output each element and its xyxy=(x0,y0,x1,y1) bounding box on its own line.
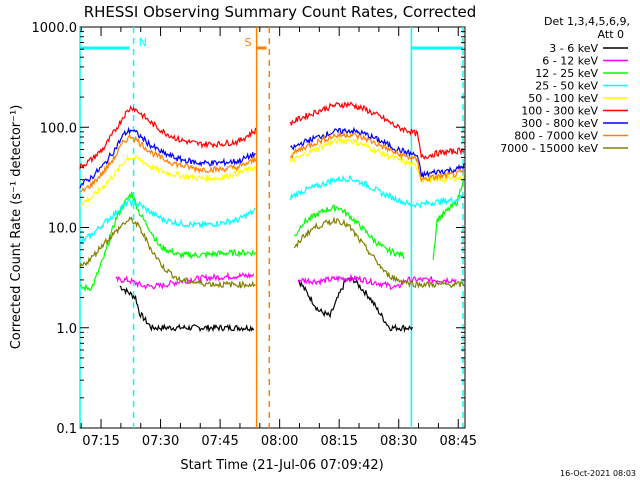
chart-title: RHESSI Observing Summary Count Rates, Co… xyxy=(84,3,477,21)
legend-label: 25 - 50 keV xyxy=(535,80,598,93)
series-line-6 xyxy=(79,101,465,170)
series-line-9 xyxy=(79,216,465,290)
annotation-label: S xyxy=(245,36,252,49)
legend-label: 12 - 25 keV xyxy=(535,67,598,80)
series-line-8 xyxy=(79,131,465,193)
x-tick-label: 07:30 xyxy=(142,434,179,449)
series-line-3 xyxy=(79,174,465,293)
x-tick-label: 08:15 xyxy=(320,434,357,449)
legend-label: 100 - 300 keV xyxy=(521,105,598,118)
legend-label: 800 - 7000 keV xyxy=(514,130,598,143)
legend-label: 6 - 12 keV xyxy=(542,55,598,68)
legend-header-line-1: Det 1,3,4,5,6,9, xyxy=(544,15,630,28)
series-line-5 xyxy=(79,136,465,207)
x-tick-label: 08:45 xyxy=(440,434,477,449)
series-line-7 xyxy=(79,126,465,189)
y-axis-label: Corrected Count Rate (s⁻¹ detector⁻¹) xyxy=(9,105,24,350)
y-tick-label: 0.1 xyxy=(56,422,77,437)
y-tick-label: 100.0 xyxy=(40,121,77,136)
x-tick-label: 08:30 xyxy=(380,434,417,449)
plot-frame xyxy=(79,26,466,429)
series-line-1 xyxy=(119,276,413,333)
x-axis-label: Start Time (21-Jul-06 07:09:42) xyxy=(180,458,383,473)
footer-timestamp: 16-Oct-2021 08:03 xyxy=(560,469,636,478)
legend-label: 7000 - 15000 keV xyxy=(500,142,598,155)
annotation-label: N xyxy=(139,36,147,49)
y-tick-label: 1.0 xyxy=(56,322,77,337)
y-axis: 1000.0 100.0 10.0 1.0 0.1 xyxy=(32,21,465,437)
legend-label: 3 - 6 keV xyxy=(549,42,598,55)
legend-label: 50 - 100 keV xyxy=(528,92,598,105)
legend-header-line-2: Att 0 xyxy=(598,28,624,41)
legend-label: 300 - 800 keV xyxy=(521,117,598,130)
series-line-4 xyxy=(79,174,465,244)
x-tick-label: 07:45 xyxy=(201,434,238,449)
x-tick-label: 07:15 xyxy=(82,434,119,449)
x-tick-label: 08:00 xyxy=(261,434,298,449)
x-axis: 07:15 07:30 07:45 08:00 08:15 08:30 08:45 xyxy=(80,27,477,449)
y-tick-label: 10.0 xyxy=(48,222,77,237)
y-tick-label: 1000.0 xyxy=(32,21,78,36)
